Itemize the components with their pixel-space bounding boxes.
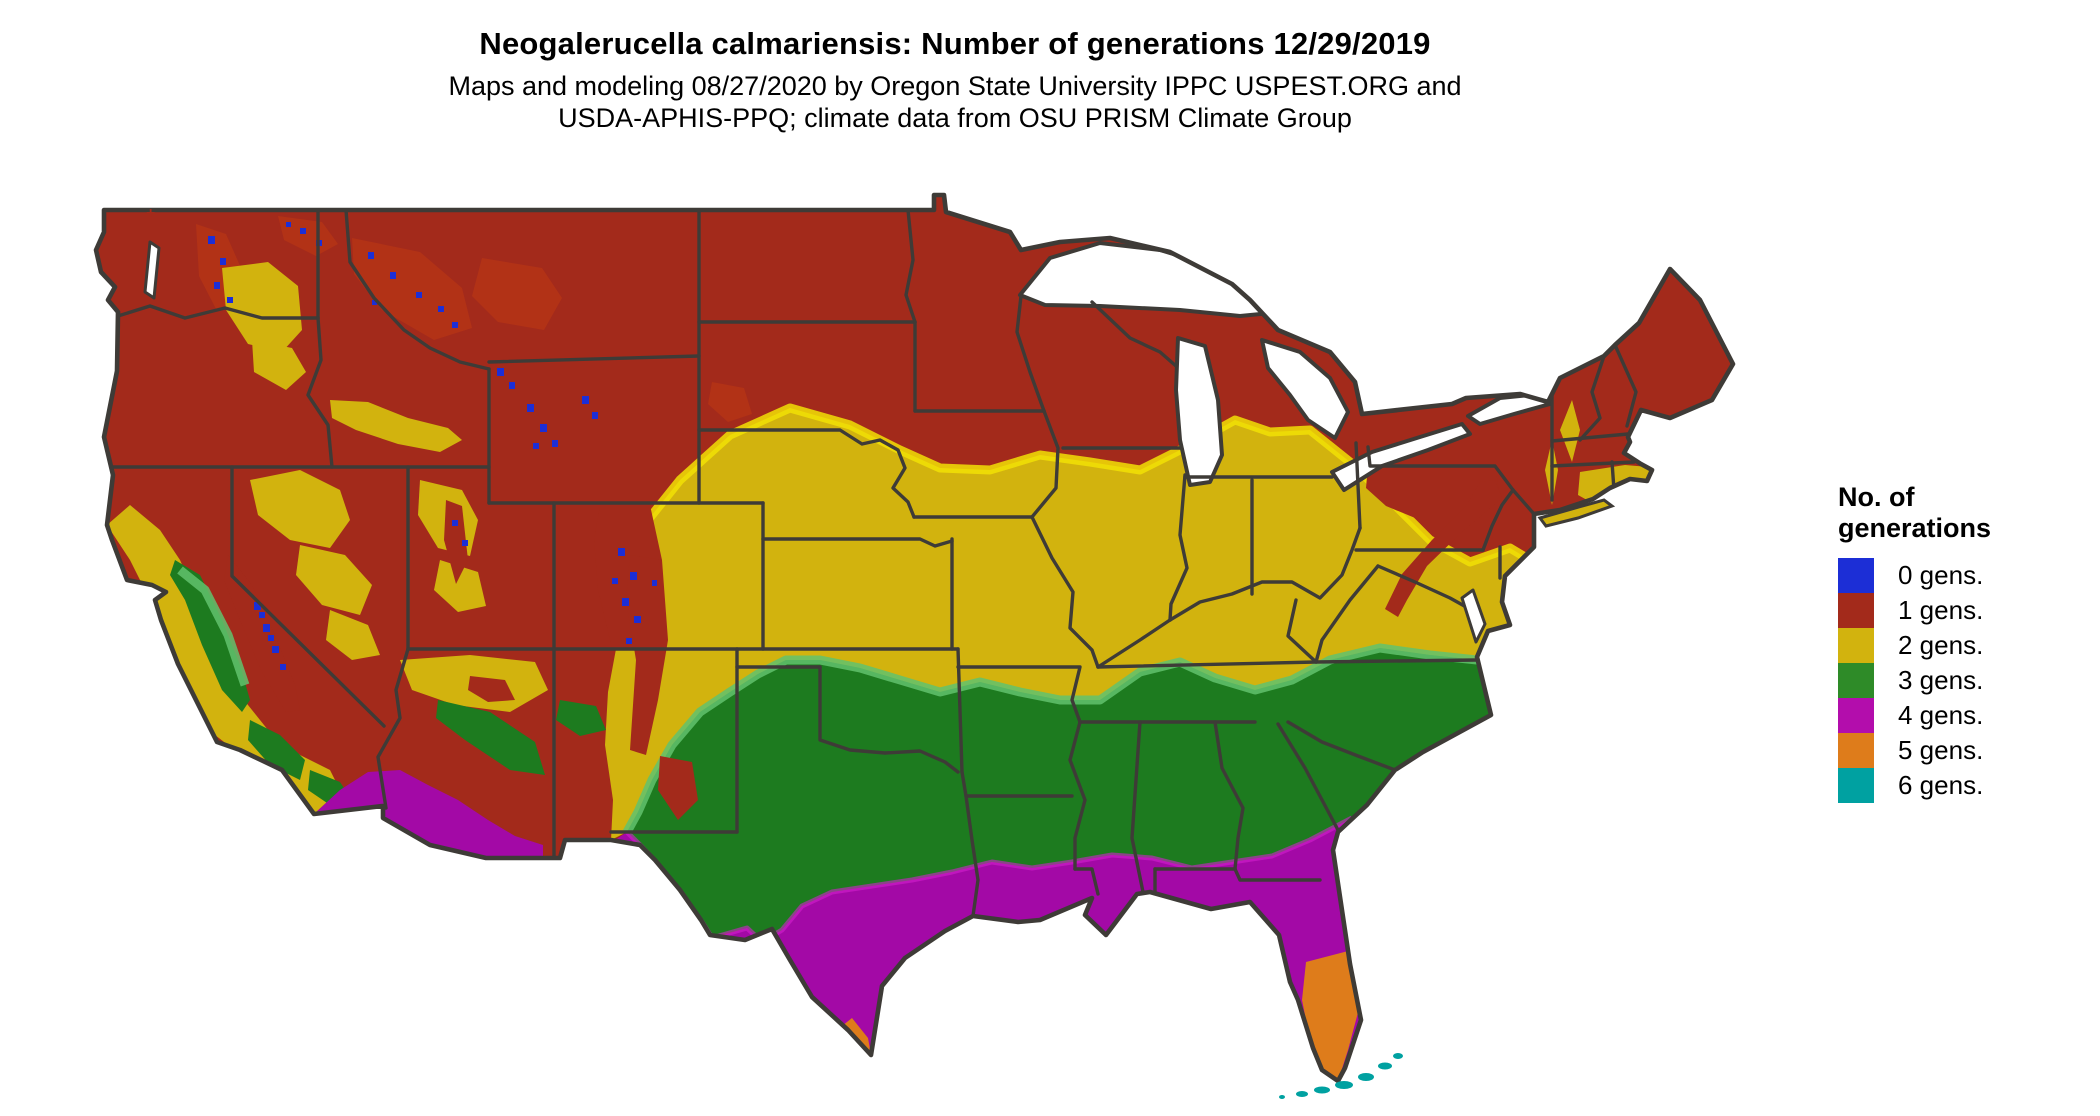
swatch-6-gens xyxy=(1838,768,1874,803)
legend-title-line2: generations xyxy=(1838,513,1992,543)
subtitle-line2: USDA-APHIS-PPQ; climate data from OSU PR… xyxy=(558,103,1352,133)
legend-label: 3 gens. xyxy=(1898,665,1984,695)
legend-item-4-gens: 4 gens. xyxy=(1838,698,2088,733)
legend-item-1-gens: 1 gens. xyxy=(1838,593,2088,628)
legend: No. of generations 0 gens. 1 gens. 2 gen… xyxy=(1838,482,2088,803)
puget-sound xyxy=(143,240,161,300)
legend-label: 5 gens. xyxy=(1898,735,1984,765)
band-0-gens-specks xyxy=(208,222,657,670)
swatch-3-gens xyxy=(1838,663,1874,698)
lake-michigan xyxy=(1174,336,1224,487)
legend-label: 1 gens. xyxy=(1898,595,1984,625)
plus-marker: + xyxy=(146,205,155,222)
mountain-texture-red xyxy=(196,216,752,422)
legend-label: 0 gens. xyxy=(1898,560,1984,590)
lake-ontario xyxy=(1466,392,1552,426)
legend-item-6-gens: 6 gens. xyxy=(1838,768,2088,803)
state-borders xyxy=(102,208,1638,918)
swatch-2-gens xyxy=(1838,628,1874,663)
legend-item-0-gens: 0 gens. xyxy=(1838,558,2088,593)
swatch-4-gens xyxy=(1838,698,1874,733)
legend-item-5-gens: 5 gens. xyxy=(1838,733,2088,768)
map-fill-layers xyxy=(96,195,1733,1081)
subtitle-line1: Maps and modeling 08/27/2020 by Oregon S… xyxy=(448,71,1462,101)
legend-item-2-gens: 2 gens. xyxy=(1838,628,2088,663)
lake-superior xyxy=(1018,241,1284,318)
band-5-gens-florida xyxy=(1302,950,1360,1081)
legend-title: No. of generations xyxy=(1838,482,2088,544)
us-outline xyxy=(93,192,1736,1084)
great-lakes xyxy=(1018,241,1552,492)
legend-title-line1: No. of xyxy=(1838,482,1915,512)
swatch-0-gens xyxy=(1838,558,1874,593)
legend-label: 2 gens. xyxy=(1898,630,1984,660)
page-title: Neogalerucella calmariensis: Number of g… xyxy=(479,26,1431,61)
valley-green-edge xyxy=(177,566,250,687)
legend-item-3-gens: 3 gens. xyxy=(1838,663,2088,698)
band-2-gens xyxy=(605,408,1733,840)
chesapeake-bay xyxy=(1460,588,1487,644)
swatch-5-gens xyxy=(1838,733,1874,768)
long-island xyxy=(1537,498,1616,528)
yellow-green-transition xyxy=(623,643,1478,835)
lake-huron xyxy=(1260,338,1350,440)
legend-label: 4 gens. xyxy=(1898,700,1984,730)
legend-label: 6 gens. xyxy=(1898,770,1984,800)
band-6-gens-keys xyxy=(1279,1053,1403,1099)
southwest-desert-magenta xyxy=(314,770,543,858)
swatch-1-gens xyxy=(1838,593,1874,628)
